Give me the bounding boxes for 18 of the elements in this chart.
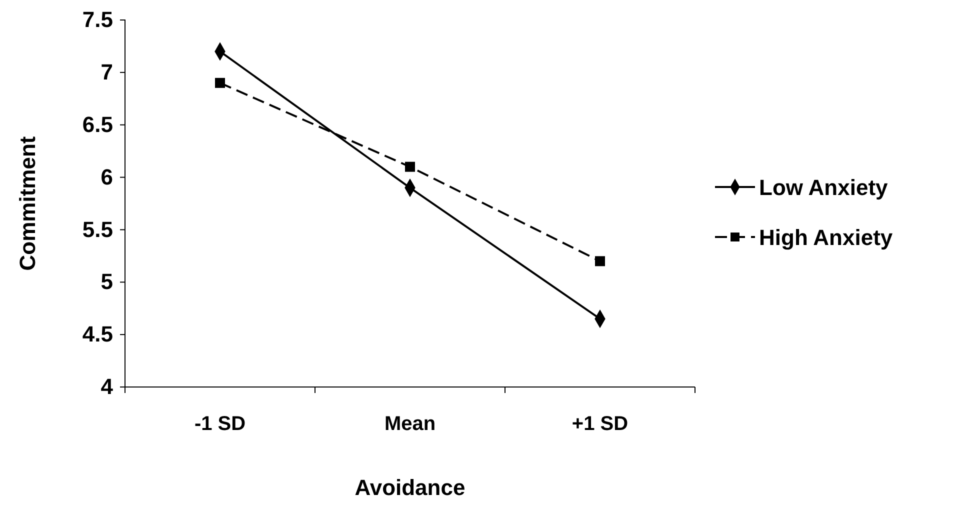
- point: [595, 256, 605, 266]
- legend-label: High Anxiety: [759, 225, 894, 250]
- y-tick-label: 4.5: [82, 322, 113, 347]
- y-tick-label: 5: [100, 269, 113, 294]
- y-tick-label: 6.5: [82, 112, 113, 137]
- y-tick-label: 7: [100, 59, 113, 84]
- legend-label: Low Anxiety: [759, 175, 889, 200]
- x-tick-label: Mean: [384, 413, 436, 435]
- x-axis-title: Avoidance: [354, 475, 466, 500]
- y-tick-label: 4: [100, 374, 114, 400]
- x-tick-label: +1 SD: [572, 413, 628, 435]
- y-tick-label: 7.5: [82, 7, 113, 32]
- x-tick-label: -1 SD: [194, 413, 246, 435]
- y-tick-label: 5.5: [82, 216, 113, 242]
- y-tick-label: 6: [100, 164, 113, 190]
- y-axis-title: Commitment: [15, 136, 40, 271]
- point: [215, 78, 225, 88]
- point: [405, 162, 415, 172]
